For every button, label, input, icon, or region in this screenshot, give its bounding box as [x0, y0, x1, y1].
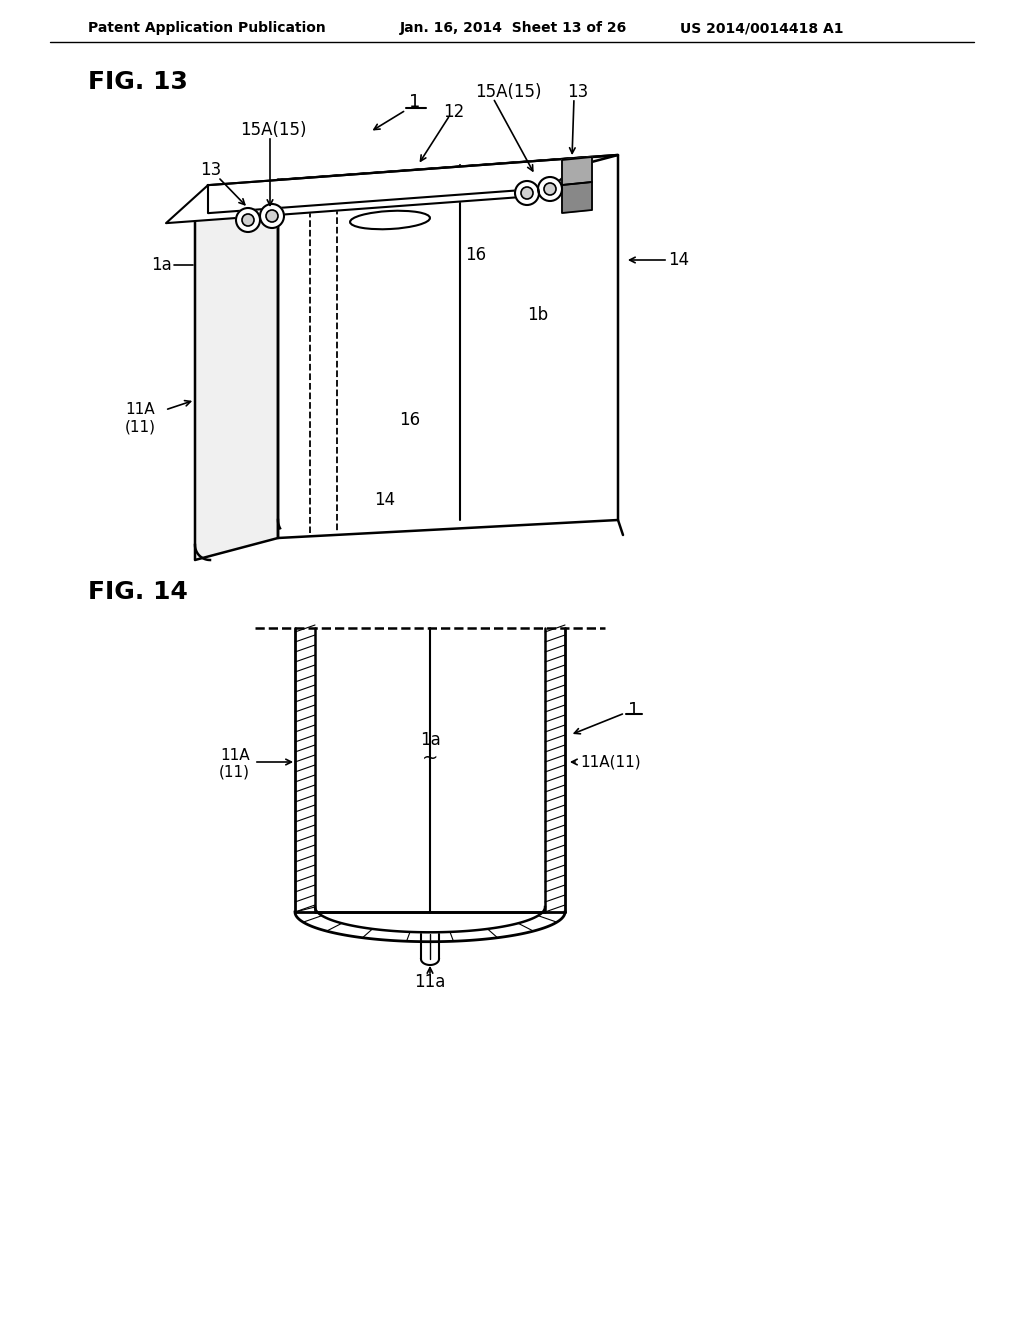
Circle shape — [242, 214, 254, 226]
Text: 11a: 11a — [415, 973, 445, 991]
Text: Jan. 16, 2014  Sheet 13 of 26: Jan. 16, 2014 Sheet 13 of 26 — [400, 21, 628, 36]
Text: Patent Application Publication: Patent Application Publication — [88, 21, 326, 36]
Polygon shape — [562, 157, 592, 185]
Text: 1: 1 — [410, 92, 421, 111]
Ellipse shape — [350, 211, 430, 230]
Text: 11A: 11A — [125, 403, 155, 417]
Polygon shape — [208, 157, 585, 213]
Circle shape — [538, 177, 562, 201]
Circle shape — [260, 205, 284, 228]
Text: 1a: 1a — [420, 731, 440, 748]
Circle shape — [515, 181, 539, 205]
Text: US 2014/0014418 A1: US 2014/0014418 A1 — [680, 21, 844, 36]
Text: 16: 16 — [399, 411, 421, 429]
Polygon shape — [195, 154, 618, 202]
Text: 14: 14 — [375, 491, 395, 510]
Text: (11): (11) — [219, 764, 250, 780]
Text: 14: 14 — [668, 251, 689, 269]
Text: 1a: 1a — [152, 256, 172, 275]
Text: 11A: 11A — [220, 747, 250, 763]
Text: 13: 13 — [200, 161, 221, 180]
Circle shape — [521, 187, 534, 199]
Text: 15A(15): 15A(15) — [240, 121, 306, 139]
Text: 11A(11): 11A(11) — [580, 755, 641, 770]
Circle shape — [236, 209, 260, 232]
Text: ~: ~ — [422, 748, 438, 767]
Polygon shape — [166, 157, 585, 223]
Text: 1b: 1b — [527, 306, 548, 323]
Text: 12: 12 — [443, 103, 464, 121]
Text: FIG. 13: FIG. 13 — [88, 70, 187, 94]
Polygon shape — [562, 182, 592, 213]
Text: 1: 1 — [628, 701, 639, 719]
Text: 16: 16 — [465, 246, 486, 264]
Polygon shape — [278, 154, 618, 539]
Text: FIG. 14: FIG. 14 — [88, 579, 187, 605]
Text: 13: 13 — [567, 83, 588, 102]
Circle shape — [544, 183, 556, 195]
Text: (11): (11) — [125, 420, 156, 434]
Polygon shape — [195, 180, 278, 560]
Circle shape — [266, 210, 278, 222]
Text: 15A(15): 15A(15) — [475, 83, 542, 102]
